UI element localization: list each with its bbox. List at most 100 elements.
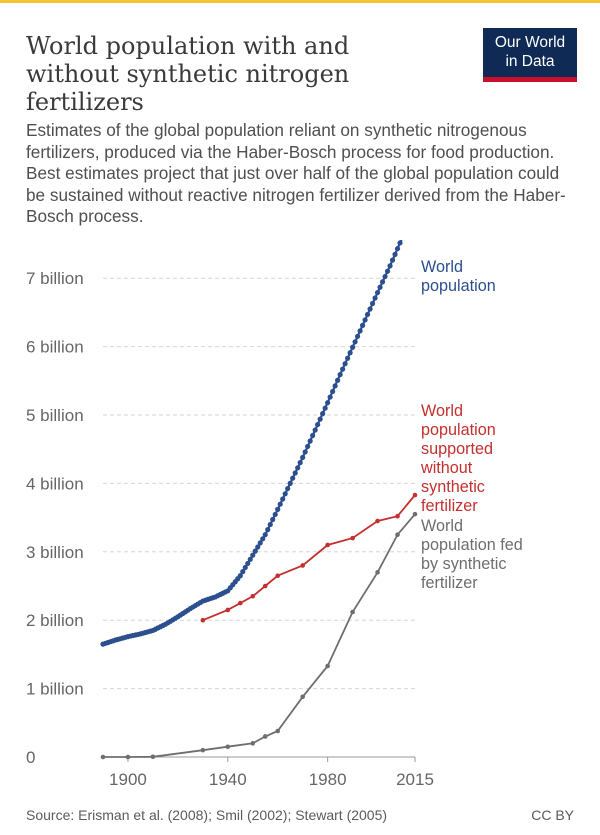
- data-point-world: [285, 485, 291, 492]
- data-point-world: [382, 273, 388, 280]
- chart-subtitle: Estimates of the global population relia…: [26, 120, 566, 226]
- series-label-line: fertilizer: [421, 497, 478, 515]
- data-point-world: [282, 491, 288, 497]
- data-point-world: [290, 475, 296, 481]
- data-point-world: [374, 289, 381, 296]
- data-point-world: [287, 480, 293, 486]
- data-point-world: [345, 355, 351, 361]
- data-point-world: [362, 317, 368, 323]
- data-point-world: [364, 311, 371, 318]
- data-point-world: [267, 521, 273, 528]
- data-point-world: [369, 300, 376, 307]
- data-point-world: [247, 556, 253, 562]
- y-tick-label: 6 billion: [26, 338, 84, 357]
- data-point-without: [225, 607, 231, 613]
- data-point-world: [320, 411, 326, 417]
- data-point-world: [245, 560, 251, 567]
- data-point-without: [395, 513, 400, 519]
- data-point-world: [305, 443, 311, 450]
- data-point-world: [272, 511, 278, 518]
- x-tick-label: 2015: [396, 770, 434, 789]
- data-point-world: [330, 388, 336, 395]
- data-point-fed: [275, 728, 281, 734]
- data-point-fed: [375, 570, 380, 575]
- data-point-world: [315, 421, 321, 428]
- data-point-world: [262, 532, 268, 538]
- data-point-world: [372, 295, 378, 301]
- data-point-without: [237, 600, 243, 606]
- y-tick-label: 2 billion: [26, 611, 84, 630]
- data-point-world: [354, 333, 361, 339]
- series-label-line: World: [421, 258, 463, 276]
- data-point-world: [292, 470, 298, 476]
- chart-title-line: fertilizers: [26, 88, 144, 116]
- series-label-line: World: [421, 517, 463, 535]
- owid-logo-text: Our World in Data: [483, 33, 577, 71]
- data-point-world: [300, 454, 306, 461]
- source-note[interactable]: Source: Erisman et al. (2008); Smil (200…: [26, 807, 388, 823]
- top-accent-bar: [0, 0, 600, 3]
- data-point-world: [275, 506, 281, 512]
- data-point-without: [412, 492, 418, 498]
- series-label-without: World population supported without synthetic…: [420, 402, 496, 515]
- series-label-line: synthetic: [421, 478, 485, 496]
- license-label[interactable]: CC BY: [531, 807, 574, 823]
- data-point-world: [255, 544, 261, 550]
- series-label-line: World: [421, 402, 463, 420]
- series-label-line: by synthetic: [421, 555, 506, 573]
- series-label-line: population: [421, 421, 496, 439]
- series-label-line: without: [420, 459, 473, 477]
- data-point-fed: [350, 609, 355, 615]
- series-line-without: [202, 494, 416, 622]
- y-tick-label: 0: [26, 748, 35, 767]
- data-point-fed: [250, 741, 256, 746]
- data-point-world: [322, 405, 328, 411]
- owid-logo[interactable]: Our World in Data: [483, 28, 577, 82]
- x-tick-label: 1900: [109, 770, 147, 789]
- data-point-fed: [395, 532, 400, 537]
- data-point-without: [200, 617, 206, 623]
- y-tick-label: 4 billion: [26, 474, 84, 493]
- data-point-world: [359, 322, 366, 328]
- data-point-world: [337, 372, 343, 378]
- series-line-world: [102, 240, 403, 646]
- data-point-world: [325, 400, 331, 406]
- data-point-world: [277, 501, 283, 507]
- data-point-world: [257, 540, 263, 546]
- data-point-without: [262, 583, 268, 589]
- data-point-without: [300, 563, 305, 568]
- data-point-fed: [262, 734, 268, 739]
- data-point-world: [352, 339, 358, 345]
- data-point-world: [312, 427, 318, 433]
- data-point-world: [392, 251, 398, 257]
- data-point-world: [307, 438, 313, 444]
- data-point-world: [252, 548, 258, 554]
- data-point-without: [325, 542, 330, 548]
- series-label-fed: World population fed by synthetic fertilize…: [421, 517, 523, 592]
- line-chart: 0 1 billion 2 billion 3 billion 4 billion 5 b…: [26, 240, 523, 789]
- data-point-world: [350, 344, 356, 350]
- data-point-world: [297, 460, 303, 466]
- series-label-line: fertilizer: [421, 574, 478, 592]
- y-tick-label: 3 billion: [26, 543, 84, 562]
- data-point-fed: [412, 511, 418, 517]
- y-tick-label: 5 billion: [26, 406, 84, 425]
- data-point-world: [357, 328, 363, 334]
- data-point-world: [280, 496, 286, 502]
- data-point-world: [367, 306, 373, 312]
- chart-title-line: without synthetic nitrogen: [26, 60, 350, 88]
- chart-title: World population with and without synthe…: [26, 32, 446, 116]
- data-point-fed: [325, 663, 330, 669]
- data-point-world: [317, 416, 323, 422]
- y-tick-label: 1 billion: [26, 680, 84, 699]
- data-point-without: [350, 535, 355, 541]
- x-tick-label: 1940: [209, 770, 247, 789]
- data-point-world: [260, 536, 266, 542]
- logo-line: Our World: [494, 34, 566, 51]
- logo-red-bar: [483, 77, 577, 82]
- data-point-without: [275, 573, 281, 579]
- data-point-world: [332, 383, 338, 389]
- data-point-world: [302, 449, 308, 455]
- data-point-world: [340, 366, 346, 372]
- data-point-fed: [300, 694, 305, 700]
